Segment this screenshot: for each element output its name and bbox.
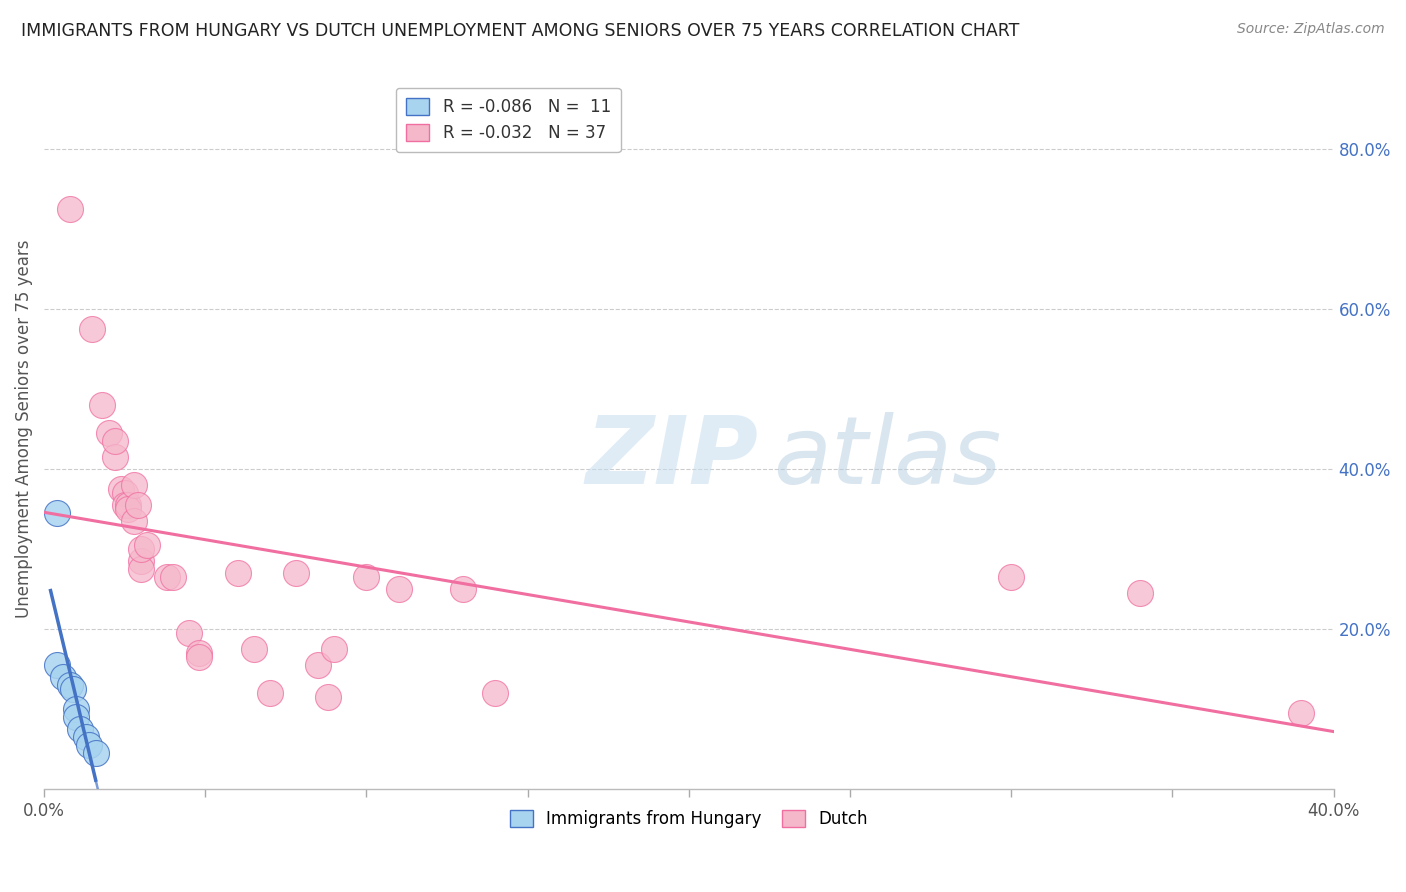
Point	[388, 582, 411, 596]
Point	[179, 626, 201, 640]
Point	[284, 566, 307, 580]
Point	[242, 642, 264, 657]
Point	[117, 502, 139, 516]
Point	[451, 582, 474, 596]
Point	[129, 541, 152, 556]
Point	[77, 738, 100, 752]
Point	[65, 710, 87, 724]
Point	[156, 570, 179, 584]
Point	[114, 486, 136, 500]
Point	[52, 670, 75, 684]
Y-axis label: Unemployment Among Seniors over 75 years: Unemployment Among Seniors over 75 years	[15, 240, 32, 618]
Point	[1129, 586, 1152, 600]
Point	[62, 682, 84, 697]
Point	[127, 498, 149, 512]
Text: Source: ZipAtlas.com: Source: ZipAtlas.com	[1237, 22, 1385, 37]
Point	[110, 482, 132, 496]
Point	[356, 570, 378, 584]
Text: IMMIGRANTS FROM HUNGARY VS DUTCH UNEMPLOYMENT AMONG SENIORS OVER 75 YEARS CORREL: IMMIGRANTS FROM HUNGARY VS DUTCH UNEMPLO…	[21, 22, 1019, 40]
Point	[162, 570, 184, 584]
Point	[129, 554, 152, 568]
Point	[226, 566, 249, 580]
Legend: Immigrants from Hungary, Dutch: Immigrants from Hungary, Dutch	[503, 804, 875, 835]
Point	[484, 686, 506, 700]
Point	[117, 498, 139, 512]
Point	[84, 746, 107, 760]
Point	[187, 646, 209, 660]
Text: ZIP: ZIP	[586, 412, 759, 504]
Point	[136, 538, 159, 552]
Text: atlas: atlas	[773, 412, 1001, 503]
Point	[104, 450, 127, 464]
Point	[187, 650, 209, 665]
Point	[75, 730, 97, 744]
Point	[129, 562, 152, 576]
Point	[259, 686, 281, 700]
Point	[104, 434, 127, 448]
Point	[59, 202, 82, 216]
Point	[65, 702, 87, 716]
Point	[316, 690, 339, 705]
Point	[323, 642, 346, 657]
Point	[124, 514, 146, 528]
Point	[82, 322, 104, 336]
Point	[69, 722, 91, 736]
Point	[91, 398, 114, 412]
Point	[59, 678, 82, 692]
Point	[1291, 706, 1313, 720]
Point	[46, 658, 69, 673]
Point	[307, 658, 329, 673]
Point	[124, 478, 146, 492]
Point	[1000, 570, 1022, 584]
Point	[114, 498, 136, 512]
Point	[97, 425, 120, 440]
Point	[46, 506, 69, 520]
